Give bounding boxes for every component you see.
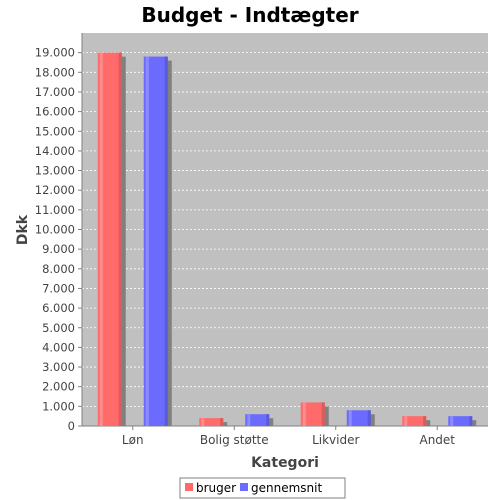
bar-highlight: [145, 56, 149, 426]
x-tick-label: Andet: [419, 433, 455, 447]
bar-bruger: [199, 418, 224, 426]
bar-gennemsnit: [448, 416, 473, 426]
y-tick-label: 7.000: [42, 281, 75, 295]
y-tick-label: 1.000: [42, 399, 75, 413]
y-tick-label: 8.000: [42, 262, 75, 276]
y-tick-label: 9.000: [42, 242, 75, 256]
x-tick-label: Løn: [122, 433, 144, 447]
bar-edge: [321, 402, 325, 426]
y-tick-label: 17.000: [35, 85, 75, 99]
bar-bruger: [300, 402, 325, 426]
y-tick-label: 4.000: [42, 340, 75, 354]
bar-edge: [220, 418, 224, 426]
bar-highlight: [348, 410, 352, 426]
chart-title: Budget - Indtægter: [141, 3, 358, 27]
bar-edge: [164, 56, 168, 426]
x-tick-label: Likvider: [312, 433, 359, 447]
legend-label-gennemsnit: gennemsnit: [251, 481, 322, 495]
y-tick-label: 11.000: [35, 203, 75, 217]
y-tick-label: 0: [68, 419, 75, 433]
bar-edge: [266, 414, 270, 426]
bar-gennemsnit: [245, 414, 270, 426]
bar-highlight: [99, 52, 103, 427]
y-tick-label: 15.000: [35, 124, 75, 138]
y-tick-label: 12.000: [35, 183, 75, 197]
y-tick-label: 13.000: [35, 164, 75, 178]
bar-edge: [118, 52, 122, 427]
legend: bruger gennemsnit: [179, 477, 346, 499]
y-tick-label: 18.000: [35, 65, 75, 79]
bar-edge: [423, 416, 427, 426]
bar-highlight: [450, 416, 454, 426]
legend-swatch-gennemsnit: [240, 483, 248, 491]
x-axis-title: Kategori: [251, 455, 319, 471]
bar-gennemsnit: [346, 410, 371, 426]
y-axis-title: Dkk: [15, 214, 31, 245]
bar-highlight: [247, 414, 251, 426]
bar-edge: [367, 410, 371, 426]
y-axis: 0 1.000 2.000 3.000 4.000 5.000 6.000 7.000 8.00…: [35, 33, 83, 433]
y-tick-label: 6.000: [42, 301, 75, 315]
bar-edge: [469, 416, 473, 426]
x-tick-label: Bolig støtte: [200, 433, 269, 447]
bar-highlight: [404, 416, 408, 426]
y-tick-label: 10.000: [35, 223, 75, 237]
y-tick-label: 3.000: [42, 360, 75, 374]
bar-highlight: [201, 418, 205, 426]
bar-highlight: [302, 402, 306, 426]
legend-swatch-bruger: [185, 483, 193, 491]
y-tick-label: 16.000: [35, 105, 75, 119]
legend-box: [179, 477, 346, 499]
y-tick-label: 2.000: [42, 380, 75, 394]
y-tick-label: 5.000: [42, 321, 75, 335]
bar-bruger: [402, 416, 427, 426]
y-tick-label: 14.000: [35, 144, 75, 158]
legend-label-bruger: bruger: [196, 481, 236, 495]
bars: [97, 52, 477, 427]
y-tick-label: 19.000: [35, 46, 75, 60]
